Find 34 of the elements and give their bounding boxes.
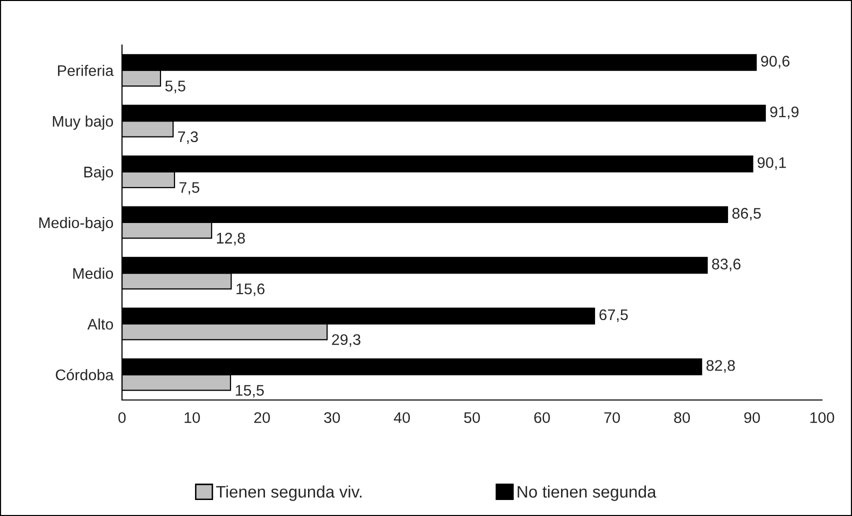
x-tick-label: 100 (810, 412, 834, 424)
x-tick-label: 0 (118, 412, 126, 424)
y-tick-label: Muy bajo (52, 116, 114, 130)
x-tick-label: 80 (674, 412, 690, 424)
x-tick-label: 20 (254, 412, 270, 424)
x-tick-label: 60 (534, 412, 550, 424)
x-tick-label: 70 (604, 412, 620, 424)
data-label: 67,5 (599, 309, 628, 322)
y-tick-label: Medio (73, 268, 114, 279)
y-tick-label: Córdoba (56, 368, 114, 380)
legend-label: Tienen segunda viv. (216, 485, 362, 501)
x-tick-label: 90 (744, 412, 760, 424)
y-tick-label: Alto (87, 318, 114, 330)
y-tick-label: Periferia (58, 64, 114, 76)
data-label: 15,5 (236, 385, 264, 398)
data-label: 15,6 (236, 283, 264, 296)
data-label: 7,5 (179, 182, 200, 195)
x-tick-label: 10 (184, 412, 200, 424)
x-tick-label: 30 (324, 412, 340, 424)
data-label: 83,6 (712, 258, 740, 272)
legend-label: No tienen segunda (518, 485, 656, 501)
y-tick-label: Medio-bajo (39, 216, 114, 232)
data-label: 91,9 (770, 106, 799, 120)
data-label: 90,1 (758, 157, 786, 170)
data-label: 29,3 (332, 334, 360, 347)
data-label: 90,6 (761, 56, 790, 68)
data-label: 5,5 (165, 80, 186, 94)
x-tick-label: 50 (464, 412, 480, 424)
x-tick-label: 40 (394, 412, 410, 424)
y-tick-label: Bajo (84, 166, 114, 180)
data-label: 86,5 (732, 208, 761, 221)
data-label: 12,8 (216, 232, 245, 246)
data-label: 82,8 (706, 360, 735, 373)
data-label: 7,3 (178, 131, 198, 144)
